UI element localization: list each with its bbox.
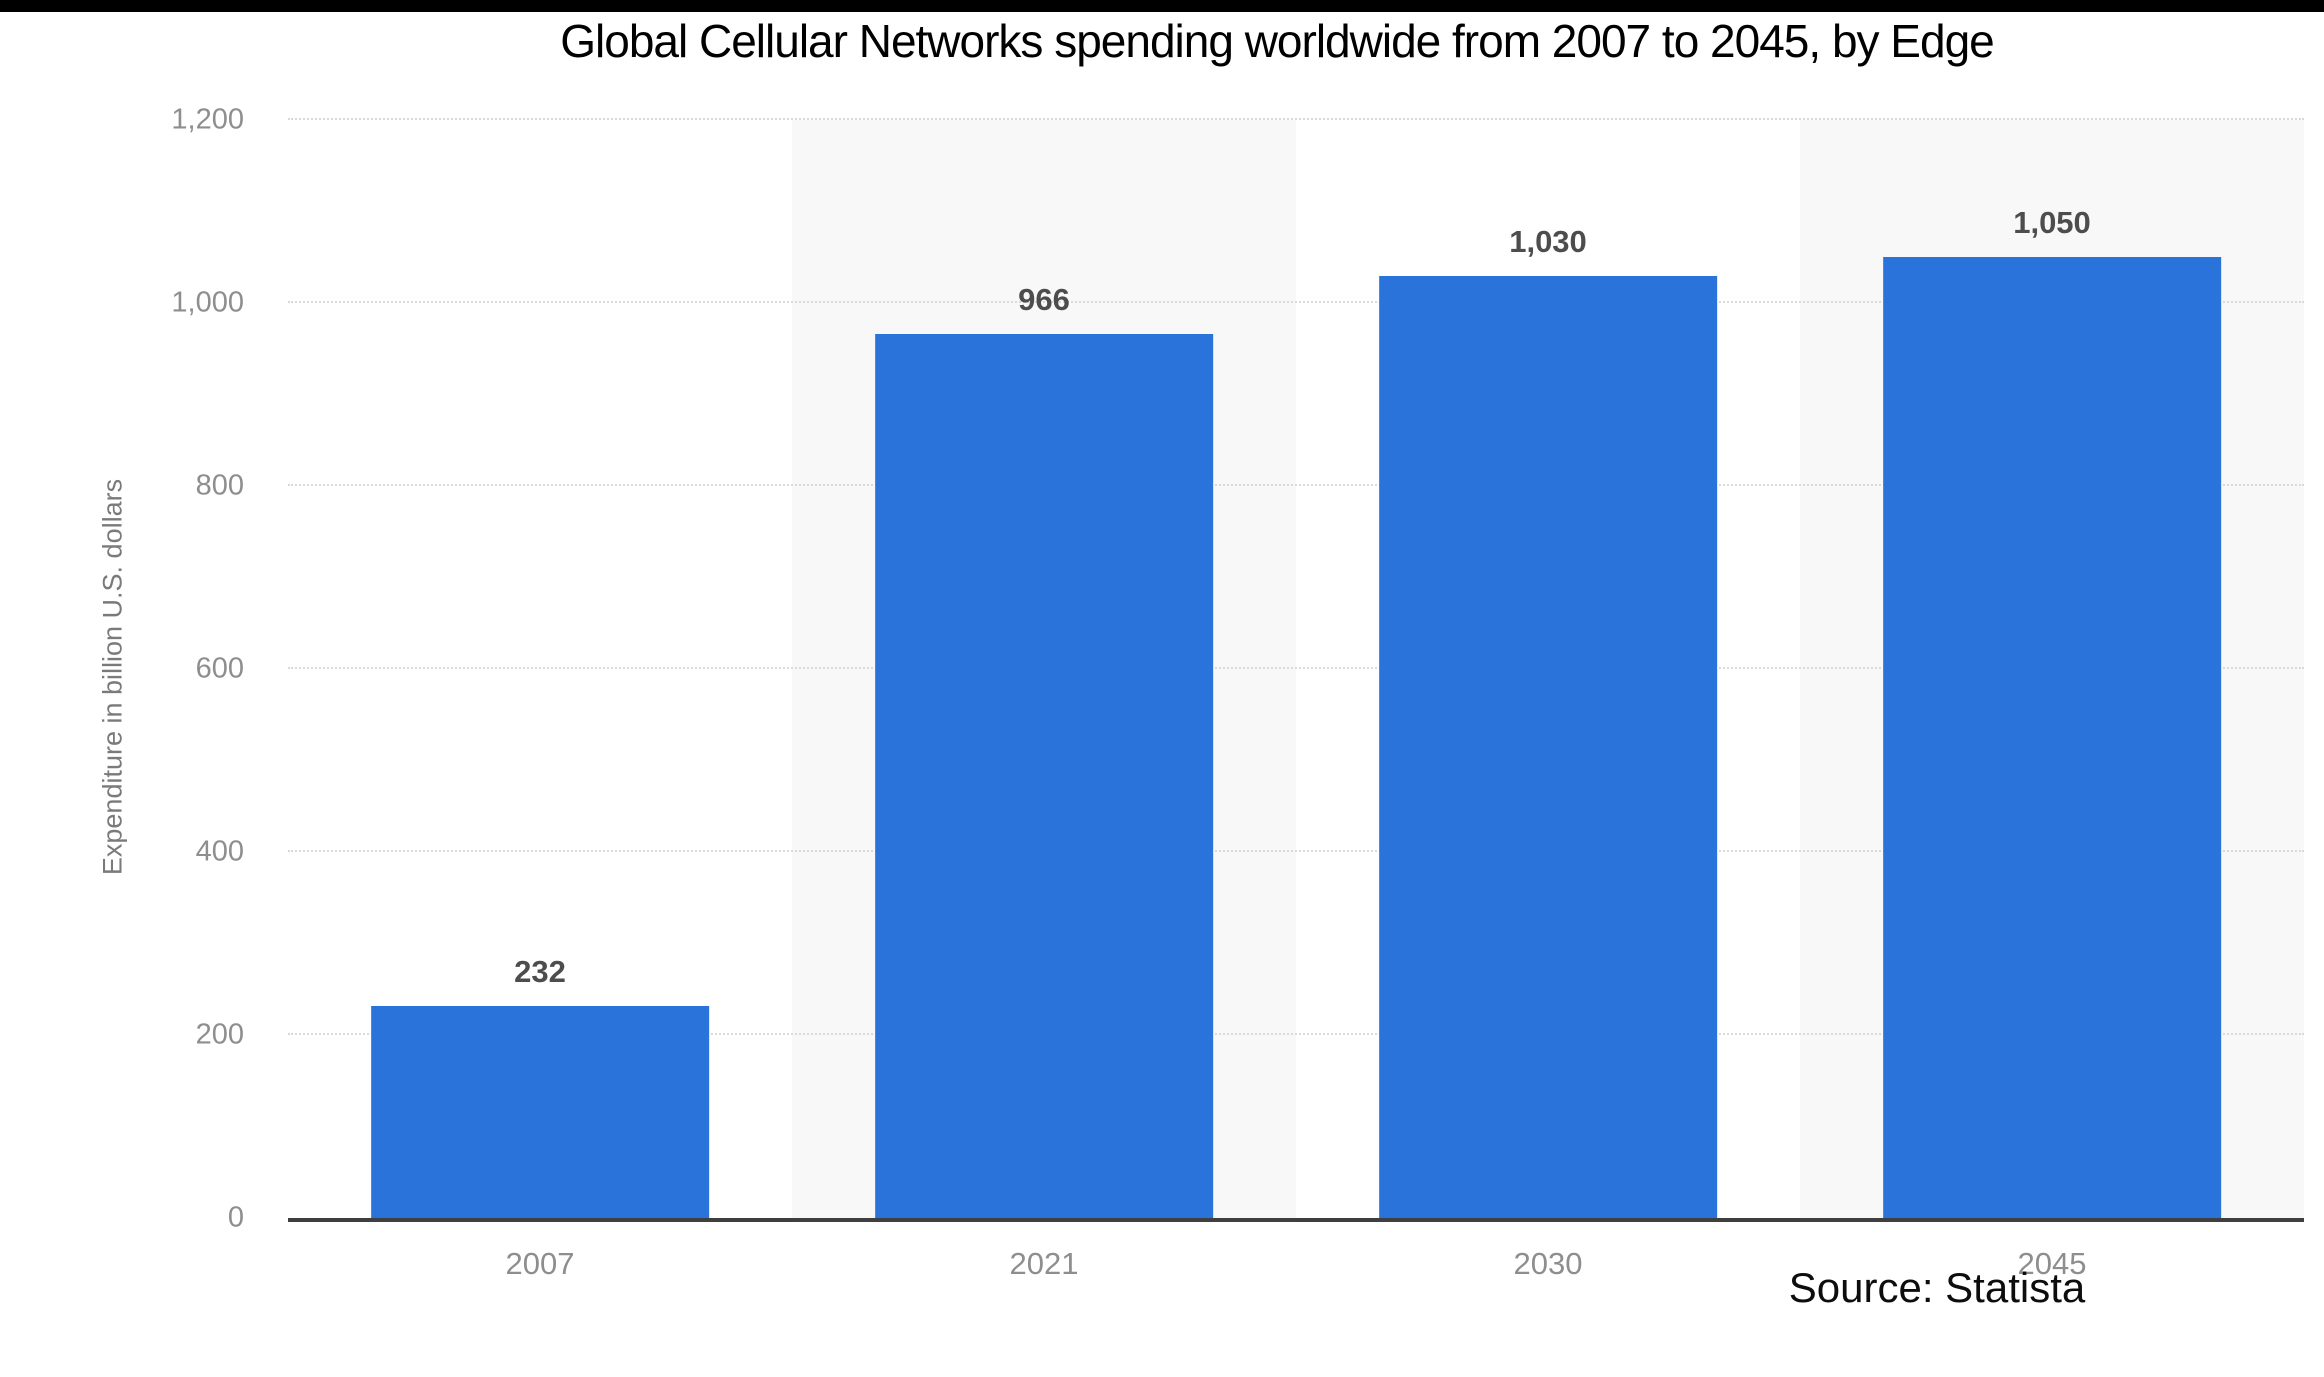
bar-value-label: 1,050 bbox=[2013, 205, 2091, 240]
x-tick-label: 2007 bbox=[505, 1246, 575, 1281]
gridline bbox=[288, 850, 2304, 852]
bar bbox=[1379, 276, 1717, 1218]
x-tick-label: 2045 bbox=[2017, 1246, 2087, 1281]
x-tick-label: 2021 bbox=[1009, 1246, 1079, 1281]
bar-value-label: 1,030 bbox=[1509, 224, 1587, 259]
bar bbox=[875, 334, 1213, 1218]
bar-column: 966 2021 bbox=[792, 120, 1296, 1281]
bar bbox=[371, 1006, 709, 1218]
y-tick-label: 1,200 bbox=[171, 103, 244, 136]
bar bbox=[1883, 257, 2221, 1218]
bar-value-label: 966 bbox=[1018, 282, 1070, 317]
chart-title: Global Cellular Networks spending worldw… bbox=[560, 15, 1994, 67]
bar-column: 232 2007 bbox=[288, 120, 792, 1281]
gridline bbox=[288, 118, 2304, 120]
top-black-strip bbox=[0, 0, 2324, 12]
gridline bbox=[288, 484, 2304, 486]
gridline bbox=[288, 301, 2304, 303]
plot-area: 232 2007 966 2021 1,030 2030 1,050 2045 bbox=[288, 118, 2304, 1281]
y-tick-label: 0 bbox=[227, 1201, 244, 1234]
gridline bbox=[288, 667, 2304, 669]
gridline bbox=[288, 1033, 2304, 1035]
y-tick-label: 200 bbox=[195, 1018, 244, 1051]
x-tick-label: 2030 bbox=[1513, 1246, 1583, 1281]
bar-column: 1,050 2045 bbox=[1800, 120, 2304, 1281]
y-tick-label: 1,000 bbox=[171, 286, 244, 319]
y-tick-label: 600 bbox=[195, 652, 244, 685]
bar-value-label: 232 bbox=[514, 954, 566, 989]
y-axis-tick-labels: 0 200 400 600 800 1,000 1,200 bbox=[0, 104, 250, 1234]
y-tick-label: 800 bbox=[195, 469, 244, 502]
bar-column: 1,030 2030 bbox=[1296, 120, 1800, 1281]
y-tick-label: 400 bbox=[195, 835, 244, 868]
source-attribution: Source: Statista bbox=[1788, 1264, 2086, 1311]
